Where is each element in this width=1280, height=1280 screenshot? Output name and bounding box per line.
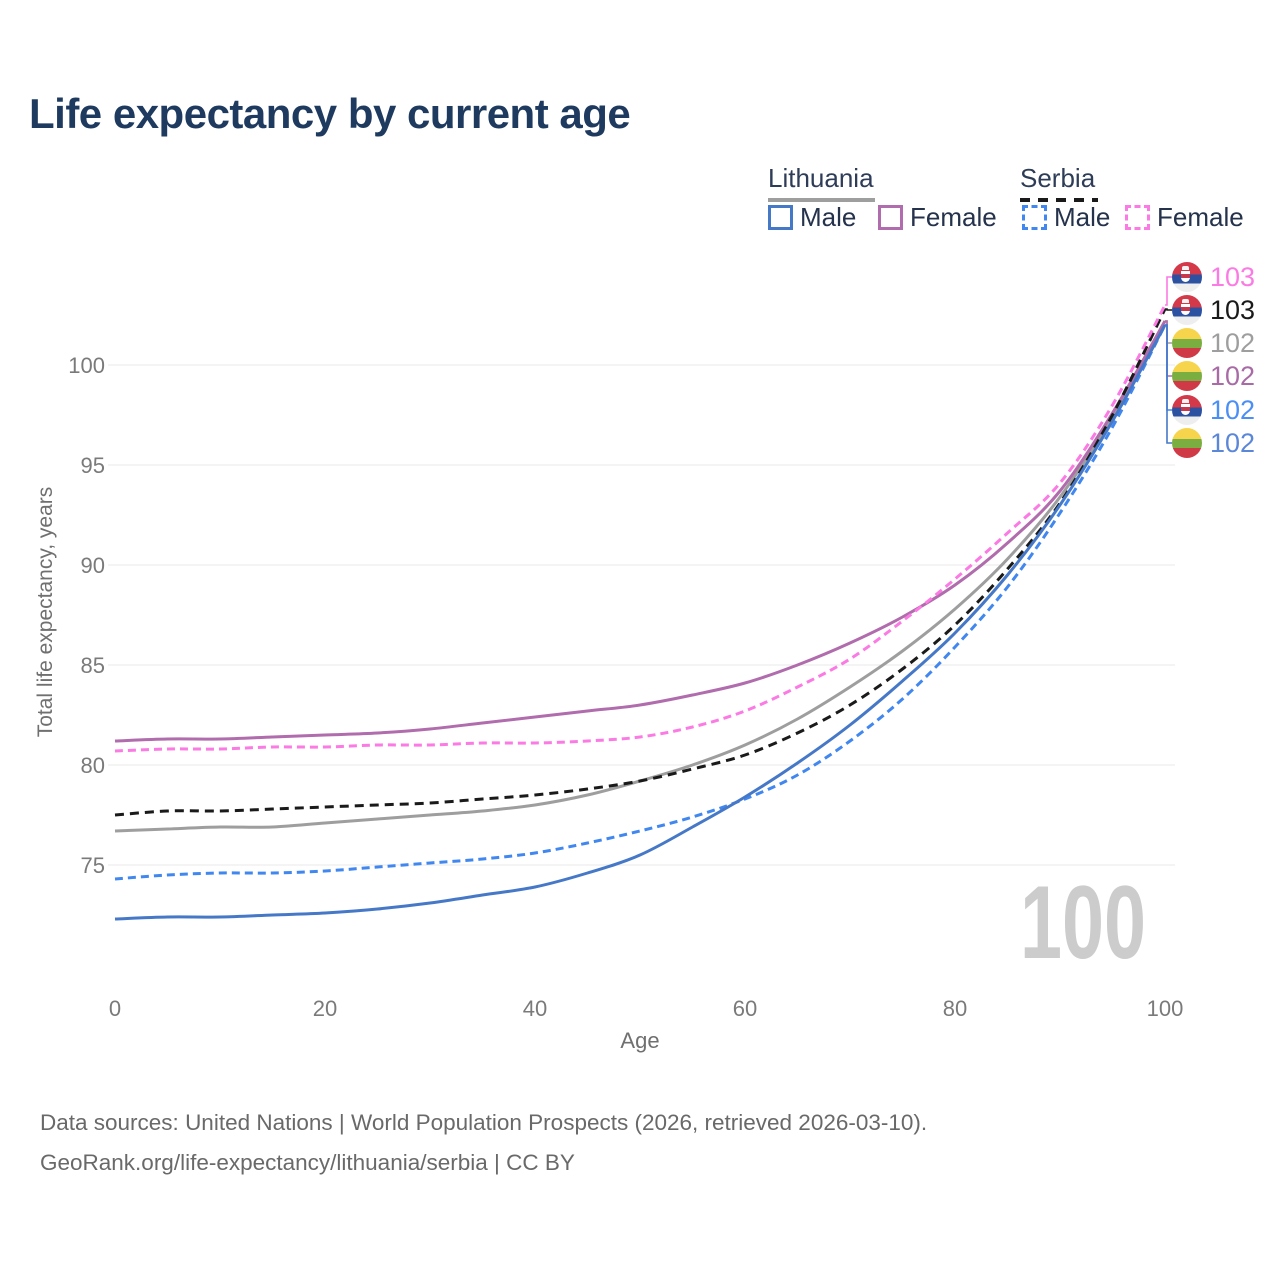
- x-tick-label: 20: [313, 996, 337, 1021]
- line-end-value: 103: [1210, 261, 1256, 292]
- lithuania-solid-line-sample: [768, 198, 875, 202]
- line-end-label-serbia-total: 103: [1172, 295, 1255, 325]
- x-tick-label: 100: [1147, 996, 1184, 1021]
- series-line-lt-total[interactable]: [114, 320, 1167, 833]
- line-end-label-lithuania-total: 102: [1172, 328, 1255, 358]
- series-line-rs-female[interactable]: [114, 304, 1167, 753]
- lithuania-flag-icon: [1172, 428, 1202, 458]
- line-end-value: 102: [1210, 360, 1256, 391]
- lithuania-flag-icon: [1172, 328, 1202, 358]
- line-end-label-lithuania-female: 102: [1172, 361, 1255, 391]
- serbia-flag-icon: [1172, 295, 1202, 325]
- legend-item-serbia-male[interactable]: Male: [1022, 202, 1110, 232]
- serbia-male-swatch-icon: [1022, 204, 1047, 230]
- attribution-note: GeoRank.org/life-expectancy/lithuania/se…: [40, 1150, 575, 1175]
- label-connector-lt-female: [1165, 320, 1172, 377]
- legend-item-serbia-female[interactable]: Female: [1125, 202, 1244, 232]
- label-connector-rs-total: [1165, 308, 1172, 311]
- y-tick-label: 75: [81, 853, 105, 878]
- y-tick-label: 95: [81, 453, 105, 478]
- page-title: Life expectancy by current age: [29, 90, 631, 137]
- legend-group-lithuania-label: Lithuania: [768, 163, 874, 193]
- label-connector-lt-male: [1165, 324, 1172, 444]
- y-tick-label: 80: [81, 753, 105, 778]
- legend-item-label: Female: [910, 201, 997, 232]
- label-connector-rs-male: [1165, 324, 1172, 411]
- y-axis-title: Total life expectancy, years: [34, 486, 57, 738]
- series-line-lt-male[interactable]: [114, 324, 1167, 921]
- lithuania-female-swatch-icon: [878, 204, 903, 230]
- y-tick-label: 100: [68, 353, 105, 378]
- age-watermark: 100: [1020, 865, 1146, 981]
- label-connector-rs-female: [1165, 276, 1172, 306]
- line-end-value: 102: [1210, 327, 1256, 358]
- legend-item-lithuania-male[interactable]: Male: [768, 202, 856, 232]
- lithuania-flag-icon: [1172, 361, 1202, 391]
- serbia-flag-icon: [1172, 395, 1202, 425]
- line-end-label-lithuania-male: 102: [1172, 428, 1255, 458]
- line-end-value: 103: [1210, 294, 1256, 325]
- legend-item-lithuania-female[interactable]: Female: [878, 202, 997, 232]
- y-tick-label: 90: [81, 553, 105, 578]
- lithuania-male-swatch-icon: [768, 204, 793, 230]
- serbia-flag-icon: [1172, 262, 1202, 292]
- line-end-label-serbia-female: 103: [1172, 262, 1255, 292]
- x-tick-label: 0: [109, 996, 121, 1021]
- y-tick-label: 85: [81, 653, 105, 678]
- serbia-female-swatch-icon: [1125, 204, 1150, 230]
- legend-group-lithuania: Lithuania: [768, 163, 875, 202]
- serbia-dashed-line-sample: [1020, 198, 1098, 202]
- series-line-lt-female[interactable]: [114, 320, 1167, 743]
- x-tick-label: 60: [733, 996, 757, 1021]
- line-end-value: 102: [1210, 427, 1256, 458]
- line-end-value: 102: [1210, 394, 1256, 425]
- legend-group-serbia: Serbia: [1020, 163, 1098, 202]
- line-end-label-serbia-male: 102: [1172, 395, 1255, 425]
- data-sources-note: Data sources: United Nations | World Pop…: [40, 1110, 928, 1135]
- legend-item-label: Male: [1054, 201, 1111, 232]
- legend-group-serbia-label: Serbia: [1020, 163, 1096, 193]
- legend-item-label: Male: [800, 201, 857, 232]
- x-tick-label: 40: [523, 996, 547, 1021]
- legend-item-label: Female: [1157, 201, 1244, 232]
- x-tick-label: 80: [943, 996, 967, 1021]
- series-line-rs-total[interactable]: [114, 308, 1167, 817]
- series-line-rs-male[interactable]: [114, 324, 1167, 881]
- x-axis-title: Age: [620, 1028, 660, 1053]
